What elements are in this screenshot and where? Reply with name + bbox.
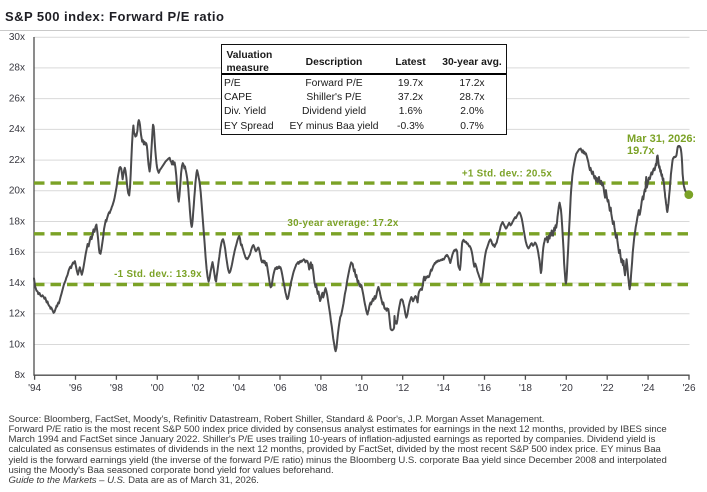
svg-text:8x: 8x: [14, 370, 25, 381]
svg-text:'12: '12: [396, 383, 409, 394]
svg-text:28x: 28x: [9, 63, 25, 74]
svg-text:-1 Std. dev.: 13.9x: -1 Std. dev.: 13.9x: [114, 269, 202, 280]
svg-text:'04: '04: [233, 383, 246, 394]
svg-text:22x: 22x: [9, 155, 25, 166]
svg-text:'08: '08: [314, 383, 327, 394]
svg-text:'00: '00: [151, 383, 164, 394]
svg-text:19.7x: 19.7x: [627, 145, 655, 157]
svg-text:Mar 31, 2026:: Mar 31, 2026:: [627, 133, 696, 145]
svg-text:10x: 10x: [9, 339, 25, 350]
svg-text:14x: 14x: [9, 278, 25, 289]
svg-text:26x: 26x: [9, 93, 25, 104]
svg-text:'96: '96: [69, 383, 82, 394]
svg-text:'24: '24: [642, 383, 655, 394]
svg-text:'02: '02: [192, 383, 205, 394]
svg-text:20x: 20x: [9, 186, 25, 197]
svg-text:+1 Std. dev.: 20.5x: +1 Std. dev.: 20.5x: [462, 169, 552, 180]
svg-text:'10: '10: [355, 383, 368, 394]
svg-text:18x: 18x: [9, 216, 25, 227]
svg-text:'26: '26: [682, 383, 695, 394]
svg-text:'06: '06: [273, 383, 286, 394]
svg-text:24x: 24x: [9, 124, 25, 135]
svg-text:'22: '22: [601, 383, 614, 394]
svg-text:'14: '14: [437, 383, 450, 394]
svg-text:30x: 30x: [9, 32, 25, 43]
svg-text:'94: '94: [28, 383, 41, 394]
svg-text:'98: '98: [110, 383, 123, 394]
svg-text:12x: 12x: [9, 309, 25, 320]
svg-text:16x: 16x: [9, 247, 25, 258]
svg-text:'20: '20: [560, 383, 573, 394]
svg-text:30-year average: 17.2x: 30-year average: 17.2x: [287, 218, 398, 229]
svg-text:'16: '16: [478, 383, 491, 394]
svg-text:'18: '18: [519, 383, 532, 394]
